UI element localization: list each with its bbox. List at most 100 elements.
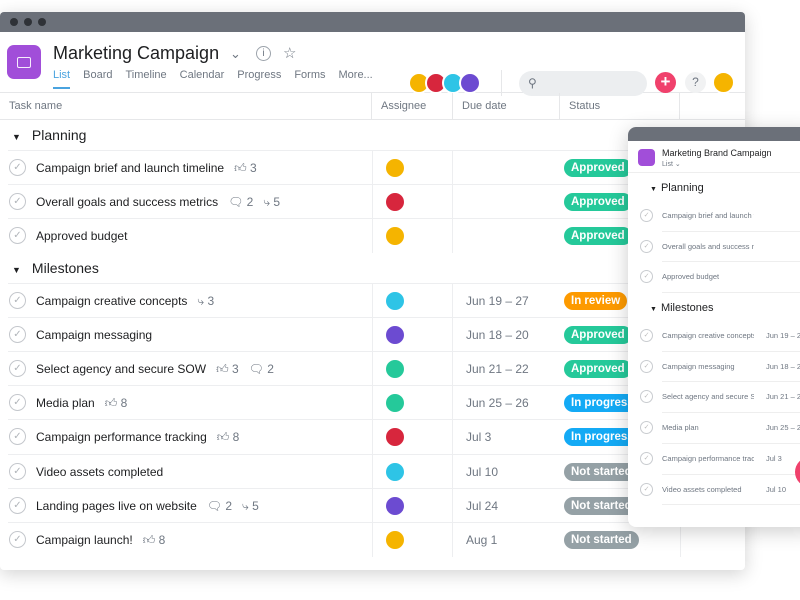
assignee-avatar[interactable] xyxy=(384,494,406,517)
mobile-task-row[interactable]: ✓ Campaign messaging Jun 18 – 20 xyxy=(640,352,800,383)
assignee-cell[interactable] xyxy=(372,317,453,352)
mobile-task-row[interactable]: ✓ Approved budget xyxy=(640,262,800,294)
window-close-button[interactable] xyxy=(10,18,18,26)
task-row[interactable]: ✓ Approved budget Approved xyxy=(8,218,745,254)
section-header[interactable]: ▼ Milestones xyxy=(0,253,745,283)
status-badge[interactable]: Not started xyxy=(564,462,639,481)
task-title[interactable]: Media plan xyxy=(36,396,95,411)
window-minimize-button[interactable] xyxy=(24,18,32,26)
tab-list[interactable]: List xyxy=(53,69,71,89)
member-avatar[interactable] xyxy=(459,72,481,94)
due-date[interactable]: Jun 19 – 27 xyxy=(466,293,529,308)
complete-checkbox[interactable]: ✓ xyxy=(640,209,653,222)
assignee-cell[interactable] xyxy=(372,420,453,455)
due-date[interactable]: Jun 21 – 22 xyxy=(466,361,529,376)
complete-checkbox[interactable]: ✓ xyxy=(9,462,26,480)
assignee-avatar[interactable] xyxy=(384,157,406,179)
column-assignee[interactable]: Assignee xyxy=(372,93,453,120)
caret-down-icon[interactable]: ▼ xyxy=(650,306,657,314)
due-date[interactable]: Jul 10 xyxy=(466,464,499,479)
tab-calendar[interactable]: Calendar xyxy=(179,69,225,81)
complete-checkbox[interactable]: ✓ xyxy=(9,227,26,245)
column-status[interactable]: Status xyxy=(560,93,680,120)
task-title[interactable]: Video assets completed xyxy=(36,464,164,479)
assignee-avatar[interactable] xyxy=(384,392,406,415)
complete-checkbox[interactable]: ✓ xyxy=(640,421,653,435)
assignee-cell[interactable] xyxy=(372,219,453,254)
task-name[interactable]: Media plan 👍︎ 8 xyxy=(36,396,127,411)
due-date[interactable]: Jun 18 – 20 xyxy=(466,327,529,342)
tab-forms[interactable]: Forms xyxy=(294,69,326,81)
status-badge[interactable]: Approved xyxy=(564,359,632,378)
project-members[interactable] xyxy=(408,72,481,94)
quick-add-button[interactable]: + xyxy=(655,72,676,93)
task-title[interactable]: Campaign launch! xyxy=(36,532,133,547)
task-row[interactable]: ✓ Campaign messaging Jun 18 – 20 Approved xyxy=(8,316,745,352)
mobile-task-row[interactable]: ✓ Campaign creative concepts Jun 19 – 27 xyxy=(640,321,800,352)
chevron-down-icon[interactable]: ⌄ xyxy=(230,46,241,61)
complete-checkbox[interactable]: ✓ xyxy=(640,451,653,465)
task-name[interactable]: Approved budget xyxy=(36,229,127,243)
complete-checkbox[interactable]: ✓ xyxy=(9,530,26,548)
task-name[interactable]: Video assets completed xyxy=(36,465,163,479)
star-icon[interactable]: ☆ xyxy=(283,45,297,62)
mobile-task-row[interactable]: ✓ Video assets completed Jul 10 xyxy=(640,475,800,506)
assignee-cell[interactable] xyxy=(372,488,453,523)
assignee-avatar[interactable] xyxy=(384,191,406,214)
complete-checkbox[interactable]: ✓ xyxy=(640,270,653,284)
assignee-cell[interactable] xyxy=(372,386,453,421)
complete-checkbox[interactable]: ✓ xyxy=(640,329,653,343)
complete-checkbox[interactable]: ✓ xyxy=(9,291,26,309)
status-badge[interactable]: In progress xyxy=(564,394,641,413)
section-header[interactable]: ▼ Planning xyxy=(0,120,745,150)
task-name[interactable]: Select agency and secure SOW 👍︎ 3 🗨 2 xyxy=(36,362,274,377)
task-row[interactable]: ✓ Campaign performance tracking 👍︎ 8 Jul 3 I… xyxy=(8,419,745,455)
search-input[interactable]: ⚲ xyxy=(519,71,647,96)
user-avatar[interactable] xyxy=(712,71,735,94)
status-badge[interactable]: In progress xyxy=(564,428,641,447)
task-name[interactable]: Campaign messaging xyxy=(36,328,152,342)
mobile-task-row[interactable]: ✓ Overall goals and success metrics xyxy=(640,232,800,263)
mobile-add-button[interactable] xyxy=(795,457,800,487)
help-button[interactable]: ? xyxy=(685,72,706,93)
task-name[interactable]: Campaign creative concepts ⤷ 3 xyxy=(36,294,214,309)
assignee-avatar[interactable] xyxy=(384,460,406,483)
task-title[interactable]: Approved budget xyxy=(36,229,128,244)
due-date[interactable]: Jun 25 – 26 xyxy=(466,396,529,411)
due-date[interactable]: Aug 1 xyxy=(466,532,498,547)
mobile-view-selector[interactable]: List ⌄ xyxy=(662,161,681,168)
complete-checkbox[interactable]: ✓ xyxy=(640,239,653,253)
status-badge[interactable]: In review xyxy=(564,291,628,310)
complete-checkbox[interactable]: ✓ xyxy=(9,325,26,343)
task-title[interactable]: Overall goals and success metrics xyxy=(36,195,219,210)
mobile-task-row[interactable]: ✓ Campaign brief and launch timeline xyxy=(640,201,800,232)
assignee-avatar[interactable] xyxy=(384,357,406,380)
task-title[interactable]: Campaign performance tracking xyxy=(36,430,207,445)
status-badge[interactable]: Approved xyxy=(564,325,632,344)
assignee-cell[interactable] xyxy=(372,351,453,386)
assignee-avatar[interactable] xyxy=(384,323,406,346)
due-date[interactable]: Jul 24 xyxy=(466,498,499,513)
tab-more[interactable]: More... xyxy=(338,69,373,81)
task-title[interactable]: Campaign creative concepts xyxy=(36,293,188,308)
tab-timeline[interactable]: Timeline xyxy=(125,69,167,81)
due-date[interactable]: Jul 3 xyxy=(466,430,492,445)
caret-down-icon[interactable]: ▼ xyxy=(12,132,21,142)
info-icon[interactable]: i xyxy=(256,46,271,61)
assignee-avatar[interactable] xyxy=(384,289,406,312)
mobile-task-row[interactable]: ✓ Campaign performance tracking Jul 3 xyxy=(640,444,800,475)
tab-board[interactable]: Board xyxy=(83,69,113,81)
assignee-avatar[interactable] xyxy=(384,225,406,248)
complete-checkbox[interactable]: ✓ xyxy=(640,390,653,404)
assignee-avatar[interactable] xyxy=(384,528,406,551)
task-row[interactable]: ✓ Select agency and secure SOW 👍︎ 3 🗨 2 Jun … xyxy=(8,350,745,386)
task-name[interactable]: Overall goals and success metrics 🗨 2 ⤷ 5 xyxy=(36,195,280,210)
mobile-section-header[interactable]: ▼ Planning xyxy=(628,173,800,201)
task-title[interactable]: Landing pages live on website xyxy=(36,498,197,513)
task-row[interactable]: ✓ Campaign brief and launch timeline 👍︎ 3 A… xyxy=(8,150,745,185)
caret-down-icon[interactable]: ▼ xyxy=(12,264,21,275)
caret-down-icon[interactable]: ▼ xyxy=(650,186,657,193)
status-badge[interactable]: Approved xyxy=(564,193,632,212)
assignee-cell[interactable] xyxy=(372,522,453,557)
task-row[interactable]: ✓ Media plan 👍︎ 8 Jun 25 – 26 In progress xyxy=(8,385,745,421)
